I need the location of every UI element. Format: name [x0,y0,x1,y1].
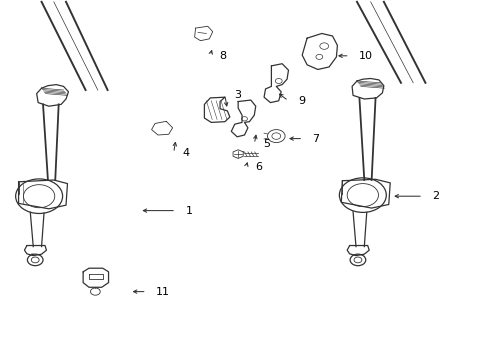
Text: 3: 3 [234,90,241,100]
Text: 10: 10 [358,51,372,61]
Text: 5: 5 [263,139,270,149]
Text: 2: 2 [431,191,439,201]
Text: 11: 11 [156,287,170,297]
Text: 7: 7 [312,134,319,144]
Text: 8: 8 [219,51,226,61]
Text: 6: 6 [255,162,262,172]
Text: 4: 4 [183,148,190,158]
Text: 9: 9 [297,96,305,106]
Text: 1: 1 [185,206,192,216]
